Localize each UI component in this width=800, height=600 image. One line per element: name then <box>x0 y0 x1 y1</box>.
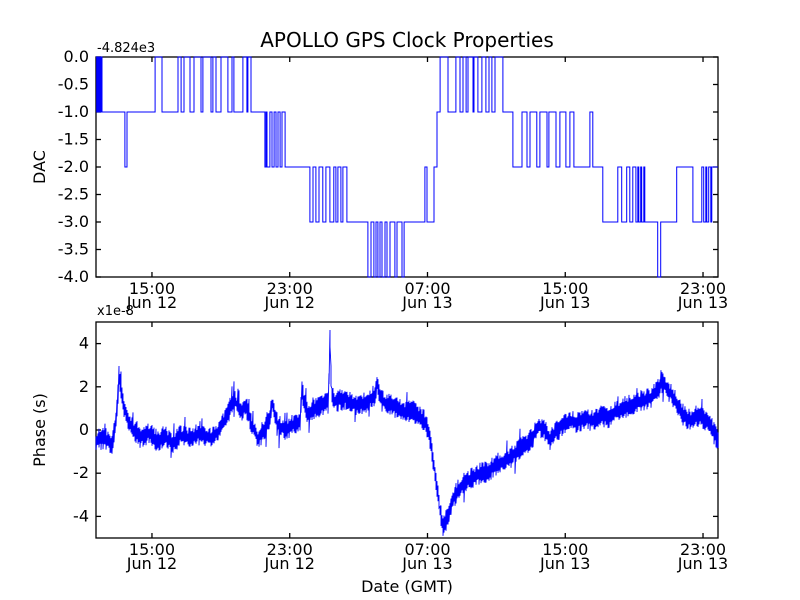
x-tick-date-label: Jun 13 <box>539 554 590 573</box>
y-tick-label: 4 <box>79 334 89 353</box>
x-tick-date-label: Jun 12 <box>264 293 315 312</box>
y-tick-label: -0.5 <box>58 75 89 94</box>
y-tick-label: -4 <box>73 506 89 525</box>
x-tick-time-label: 23:00 <box>267 540 313 559</box>
dac-steps-line <box>96 56 718 278</box>
x-tick-time-label: 15:00 <box>542 279 588 298</box>
phase-ylabel: Phase (s) <box>30 393 49 467</box>
y-tick-label: -2.0 <box>58 157 89 176</box>
x-tick-time-label: 15:00 <box>129 540 175 559</box>
plot-title: APOLLO GPS Clock Properties <box>260 28 554 52</box>
x-tick-date-label: Jun 13 <box>539 293 590 312</box>
x-tick-date-label: Jun 13 <box>677 554 728 573</box>
y-tick-label: -1.5 <box>58 130 89 149</box>
x-tick-time-label: 07:00 <box>404 279 450 298</box>
y-tick-label: -2 <box>73 463 89 482</box>
phase-trace-line <box>95 329 719 536</box>
x-tick-time-label: 15:00 <box>129 279 175 298</box>
y-tick-label: -1.0 <box>58 102 89 121</box>
dac-offset-label: -4.824e3 <box>97 41 155 56</box>
y-tick-label: 2 <box>79 377 89 396</box>
y-tick-label: 0.0 <box>64 47 89 66</box>
phase-scale-label: x1e-8 <box>97 304 134 319</box>
x-tick-time-label: 07:00 <box>404 540 450 559</box>
x-tick-date-label: Jun 12 <box>126 293 177 312</box>
x-tick-time-label: 23:00 <box>680 279 726 298</box>
x-tick-date-label: Jun 12 <box>264 554 315 573</box>
x-tick-date-label: Jun 12 <box>126 554 177 573</box>
y-tick-label: 0 <box>79 420 89 439</box>
x-tick-date-label: Jun 13 <box>401 554 452 573</box>
x-tick-date-label: Jun 13 <box>677 293 728 312</box>
y-tick-label: -4.0 <box>58 267 89 286</box>
date-xlabel: Date (GMT) <box>361 577 453 596</box>
x-tick-time-label: 23:00 <box>680 540 726 559</box>
x-tick-date-label: Jun 13 <box>401 293 452 312</box>
dac-ylabel: DAC <box>30 150 49 184</box>
x-tick-time-label: 23:00 <box>267 279 313 298</box>
y-tick-label: -2.5 <box>58 185 89 204</box>
x-tick-time-label: 15:00 <box>542 540 588 559</box>
y-tick-label: -3.5 <box>58 240 89 259</box>
y-tick-label: -3.0 <box>58 212 89 231</box>
